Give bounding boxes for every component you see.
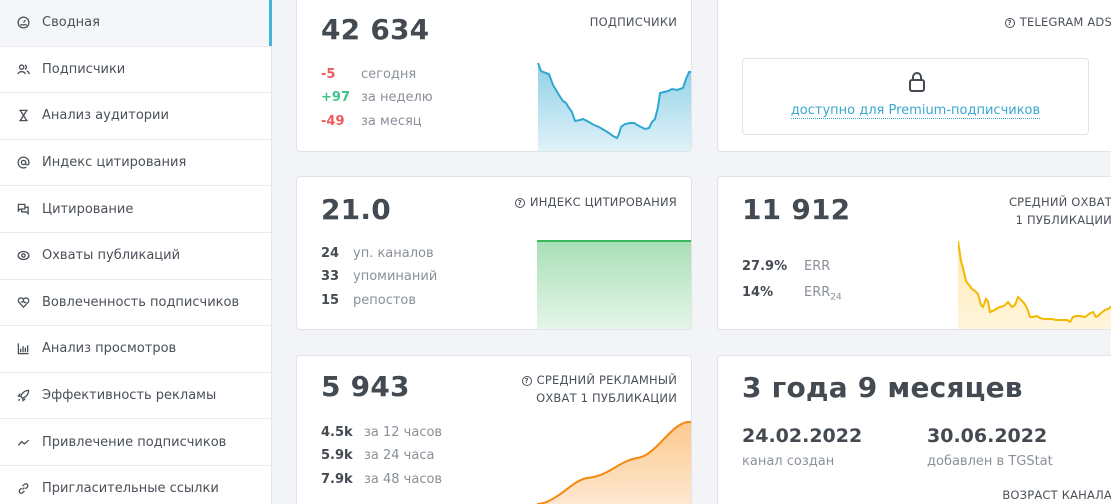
stat-reposts: 15 репостов [321,293,417,308]
telegram-ads-title: ? TELEGRAM ADS [1004,13,1111,31]
ad-reach-card[interactable]: 5 943 ? СРЕДНИЙ РЕКЛАМНЫЙ ОХВАТ 1 ПУБЛИКА… [296,355,692,504]
sidebar-item-label: Сводная [42,15,100,31]
sidebar-item-post-reach[interactable]: Охваты публикаций [0,233,271,280]
sidebar-item-citation-index[interactable]: Индекс цитирования [0,140,271,187]
sidebar-item-engagement[interactable]: Вовлеченность подписчиков [0,280,271,327]
subscribers-card[interactable]: 42 634 ПОДПИСЧИКИ -5 сегодня +97 за неде… [296,0,692,152]
stat-24h: 5.9k за 24 часа [321,448,435,463]
stat-today: -5 сегодня [321,67,417,82]
citation-index-title: ? ИНДЕКС ЦИТИРОВАНИЯ [514,193,677,211]
sidebar-item-label: Цитирование [42,201,134,217]
sidebar-item-label: Эффективность рекламы [42,388,217,404]
comments-icon [16,202,30,216]
avg-reach-sparkline[interactable] [958,241,1111,330]
telegram-ads-card[interactable]: ? TELEGRAM ADS доступно для Premium-подпи… [717,0,1111,152]
sidebar-item-ad-efficiency[interactable]: Эффективность рекламы [0,373,271,420]
sidebar-item-label: Анализ просмотров [42,341,177,357]
sidebar-item-subscribers[interactable]: Подписчики [0,47,271,94]
citation-sparkline[interactable] [537,239,692,330]
trend-icon [16,435,30,449]
lock-icon [909,72,925,92]
sidebar-item-label: Охваты публикаций [42,248,181,264]
sidebar-item-label: Индекс цитирования [42,155,187,171]
sidebar-item-label: Вовлеченность подписчиков [42,294,240,310]
sidebar-item-label: Привлечение подписчиков [42,434,227,450]
citation-index-value: 21.0 [321,193,391,226]
premium-locked-box: доступно для Premium-подписчиков [742,58,1089,135]
channel-created-label: канал создан [742,454,835,469]
channel-age-title: ВОЗРАСТ КАНАЛА [1002,488,1111,502]
sidebar-item-citations[interactable]: Цитирование [0,186,271,233]
eye-icon [16,249,30,263]
heart-icon [16,295,30,309]
avg-reach-value: 11 912 [742,193,851,226]
help-icon[interactable]: ? [521,376,532,386]
channel-created-date: 24.02.2022 [742,425,863,447]
stat-week: +97 за неделю [321,90,433,105]
citation-index-card[interactable]: 21.0 ? ИНДЕКС ЦИТИРОВАНИЯ 24 уп. каналов … [296,176,692,330]
stat-err24: 14% ERR24 [742,285,842,303]
bar-chart-icon [16,342,30,356]
sidebar: Сводная Подписчики Анализ аудитории Инде… [0,0,272,504]
link-icon [16,482,30,496]
stat-48h: 7.9k за 48 часов [321,472,443,487]
sidebar-item-subscriber-acquisition[interactable]: Привлечение подписчиков [0,419,271,466]
ad-reach-sparkline[interactable] [537,418,692,504]
hourglass-icon [16,109,30,123]
stat-err: 27.9% ERR [742,259,831,274]
avg-reach-title: СРЕДНИЙ ОХВАТ 1 ПУБЛИКАЦИИ [1008,195,1111,227]
stat-mentioning-channels: 24 уп. каналов [321,246,434,261]
channel-added-label: добавлен в TGStat [927,454,1053,469]
stat-month: -49 за месяц [321,114,422,129]
channel-age-value: 3 года 9 месяцев [742,371,1023,404]
channel-added-date: 30.06.2022 [927,425,1048,447]
stat-mentions: 33 упоминаний [321,269,438,284]
sidebar-item-invite-links[interactable]: Пригласительные ссылки [0,466,271,504]
sidebar-item-views-analysis[interactable]: Анализ просмотров [0,326,271,373]
avg-reach-card[interactable]: 11 912 СРЕДНИЙ ОХВАТ 1 ПУБЛИКАЦИИ 27.9% … [717,176,1111,330]
stat-12h: 4.5k за 12 часов [321,425,443,440]
sidebar-item-label: Подписчики [42,61,126,77]
ad-reach-value: 5 943 [321,370,410,403]
users-icon [16,62,30,76]
sidebar-item-audience[interactable]: Анализ аудитории [0,93,271,140]
help-icon[interactable]: ? [1004,18,1015,28]
channel-age-card[interactable]: 3 года 9 месяцев 24.02.2022 канал создан… [717,355,1111,504]
sidebar-item-summary[interactable]: Сводная [0,0,272,47]
rocket-icon [16,389,30,403]
sidebar-item-label: Анализ аудитории [42,108,169,124]
ad-reach-title: ? СРЕДНИЙ РЕКЛАМНЫЙ ОХВАТ 1 ПУБЛИКАЦИИ [521,371,677,407]
subscribers-sparkline[interactable] [537,63,692,152]
subscribers-count: 42 634 [321,13,430,46]
premium-link[interactable]: доступно для Premium-подписчиков [790,103,1041,119]
at-icon [16,156,30,170]
subscribers-title: ПОДПИСЧИКИ [589,15,677,29]
sidebar-item-label: Пригласительные ссылки [42,481,219,497]
dashboard-icon [16,16,30,30]
help-icon[interactable]: ? [514,198,525,208]
